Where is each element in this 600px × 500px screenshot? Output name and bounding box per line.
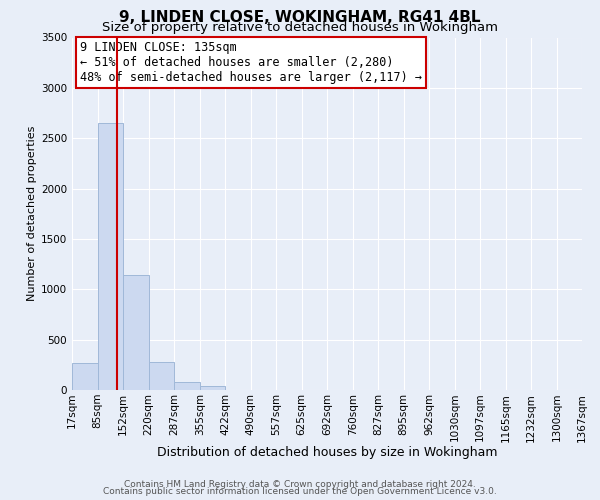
X-axis label: Distribution of detached houses by size in Wokingham: Distribution of detached houses by size … [157,446,497,458]
Text: Contains HM Land Registry data © Crown copyright and database right 2024.: Contains HM Land Registry data © Crown c… [124,480,476,489]
Bar [174,382,200,390]
Text: 9, LINDEN CLOSE, WOKINGHAM, RG41 4BL: 9, LINDEN CLOSE, WOKINGHAM, RG41 4BL [119,10,481,25]
Text: Contains public sector information licensed under the Open Government Licence v3: Contains public sector information licen… [103,487,497,496]
Bar [149,362,174,390]
Y-axis label: Number of detached properties: Number of detached properties [27,126,37,302]
Bar [123,275,149,390]
Bar [98,123,123,390]
Bar [200,386,225,390]
Bar [72,363,98,390]
Text: 9 LINDEN CLOSE: 135sqm
← 51% of detached houses are smaller (2,280)
48% of semi-: 9 LINDEN CLOSE: 135sqm ← 51% of detached… [80,41,422,84]
Text: Size of property relative to detached houses in Wokingham: Size of property relative to detached ho… [102,21,498,34]
